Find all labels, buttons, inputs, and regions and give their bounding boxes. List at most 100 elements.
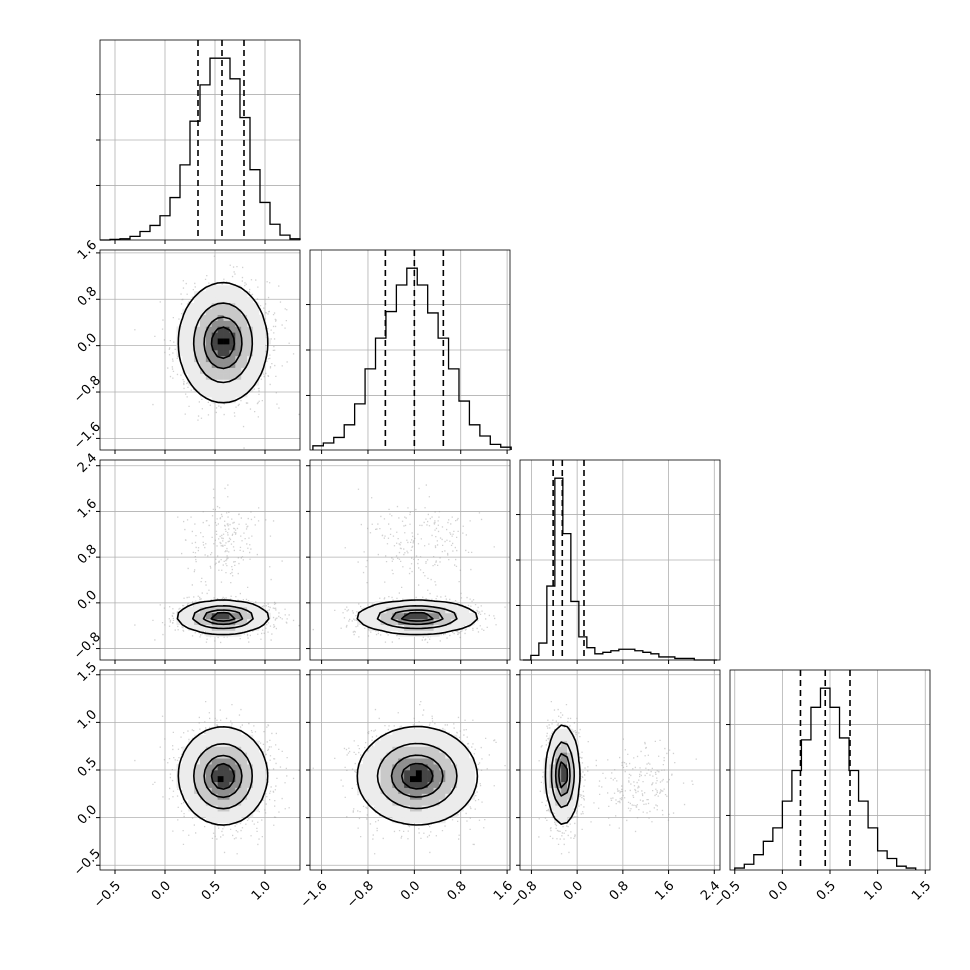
density-cell <box>223 291 230 298</box>
density-cell <box>223 612 230 620</box>
density-cell <box>229 746 236 753</box>
density-cell <box>182 612 189 620</box>
density-cell <box>235 355 242 363</box>
density-cell <box>211 320 218 327</box>
density-cell <box>205 332 213 339</box>
density-cell <box>380 764 387 771</box>
x-tick-label: 1.0 <box>861 878 886 903</box>
density-cell <box>439 618 446 625</box>
density-cell <box>415 612 423 620</box>
density-cell <box>410 787 417 794</box>
density-cell <box>223 397 230 404</box>
density-cell <box>398 764 405 771</box>
density-cell <box>404 752 411 759</box>
y-tick-label: 0.0 <box>75 331 100 356</box>
density-cell <box>433 811 440 818</box>
density-cell <box>188 332 195 339</box>
density-cell <box>200 793 207 800</box>
density-cell <box>549 770 556 777</box>
density-cell <box>421 758 428 765</box>
density-cell <box>235 338 242 345</box>
density-cell <box>567 758 574 765</box>
density-cell <box>205 793 213 800</box>
density-cell <box>211 338 218 345</box>
density-cell <box>380 612 387 620</box>
density-cell <box>217 338 224 345</box>
density-cell <box>229 781 236 788</box>
density-cell <box>200 805 207 812</box>
density-cell <box>368 775 375 783</box>
contour-line <box>177 281 269 404</box>
density-cell <box>368 764 375 771</box>
density-cell <box>368 746 375 753</box>
density-cell <box>357 781 364 788</box>
density-cell <box>398 607 405 614</box>
density-cell <box>247 314 254 321</box>
density-cell <box>241 775 248 783</box>
density-cell <box>217 385 224 392</box>
density-cell <box>223 344 230 351</box>
density-cell <box>223 758 230 765</box>
density-cell <box>362 618 370 625</box>
density-cell <box>549 740 556 747</box>
density-cell <box>410 770 417 777</box>
density-cell <box>247 367 254 374</box>
density-cell <box>223 775 230 783</box>
density-cell <box>205 320 213 327</box>
panel-frame <box>519 459 721 661</box>
density-cell <box>247 607 254 614</box>
density-cell <box>451 805 458 812</box>
density-cell <box>555 764 562 771</box>
density-cell <box>235 781 242 788</box>
density-cell <box>205 607 213 614</box>
density-cell <box>194 314 201 321</box>
density-cell <box>229 618 236 625</box>
density-cell <box>392 781 399 788</box>
density-cell <box>398 775 405 783</box>
density-cell <box>404 817 411 824</box>
density-cell <box>200 770 207 777</box>
density-cell <box>468 764 475 771</box>
density-cell <box>200 373 207 380</box>
contour-line <box>210 611 236 622</box>
y-tick-label: −1.6 <box>71 419 104 452</box>
density-cell <box>229 775 236 783</box>
density-cell <box>194 373 201 380</box>
density-cell <box>223 781 230 788</box>
contour-line <box>210 326 236 360</box>
density-cell <box>205 770 213 777</box>
density-cell <box>252 355 260 363</box>
density-cell <box>205 302 213 310</box>
density-cell <box>380 601 387 608</box>
density-cell <box>445 787 452 794</box>
density-cell <box>258 355 265 363</box>
density-cell <box>223 338 230 345</box>
density-cell <box>247 770 254 777</box>
density-cell <box>410 817 417 824</box>
density-cell <box>421 728 428 735</box>
density-cell <box>374 758 381 765</box>
density-cell <box>392 607 399 614</box>
density-cell <box>549 734 556 741</box>
density-cell <box>561 758 568 765</box>
density-cell <box>188 308 195 315</box>
density-cell <box>188 612 195 620</box>
density-cell <box>386 799 393 806</box>
density-cell <box>380 775 387 783</box>
density-cell <box>247 740 254 747</box>
density-cell <box>241 320 248 327</box>
density-cell <box>252 781 260 788</box>
density-cell <box>427 799 434 806</box>
density-cell <box>567 740 574 747</box>
scatter-panel-3-0 <box>96 669 301 874</box>
density-cell <box>561 728 568 735</box>
density-cell <box>241 350 248 357</box>
density-cell <box>386 805 393 812</box>
density-cell <box>229 805 236 812</box>
density-cell <box>188 302 195 310</box>
density-cell <box>549 752 556 759</box>
density-cell <box>247 764 254 771</box>
density-cell <box>205 734 213 741</box>
density-cell <box>211 805 218 812</box>
density-cell <box>252 746 260 753</box>
